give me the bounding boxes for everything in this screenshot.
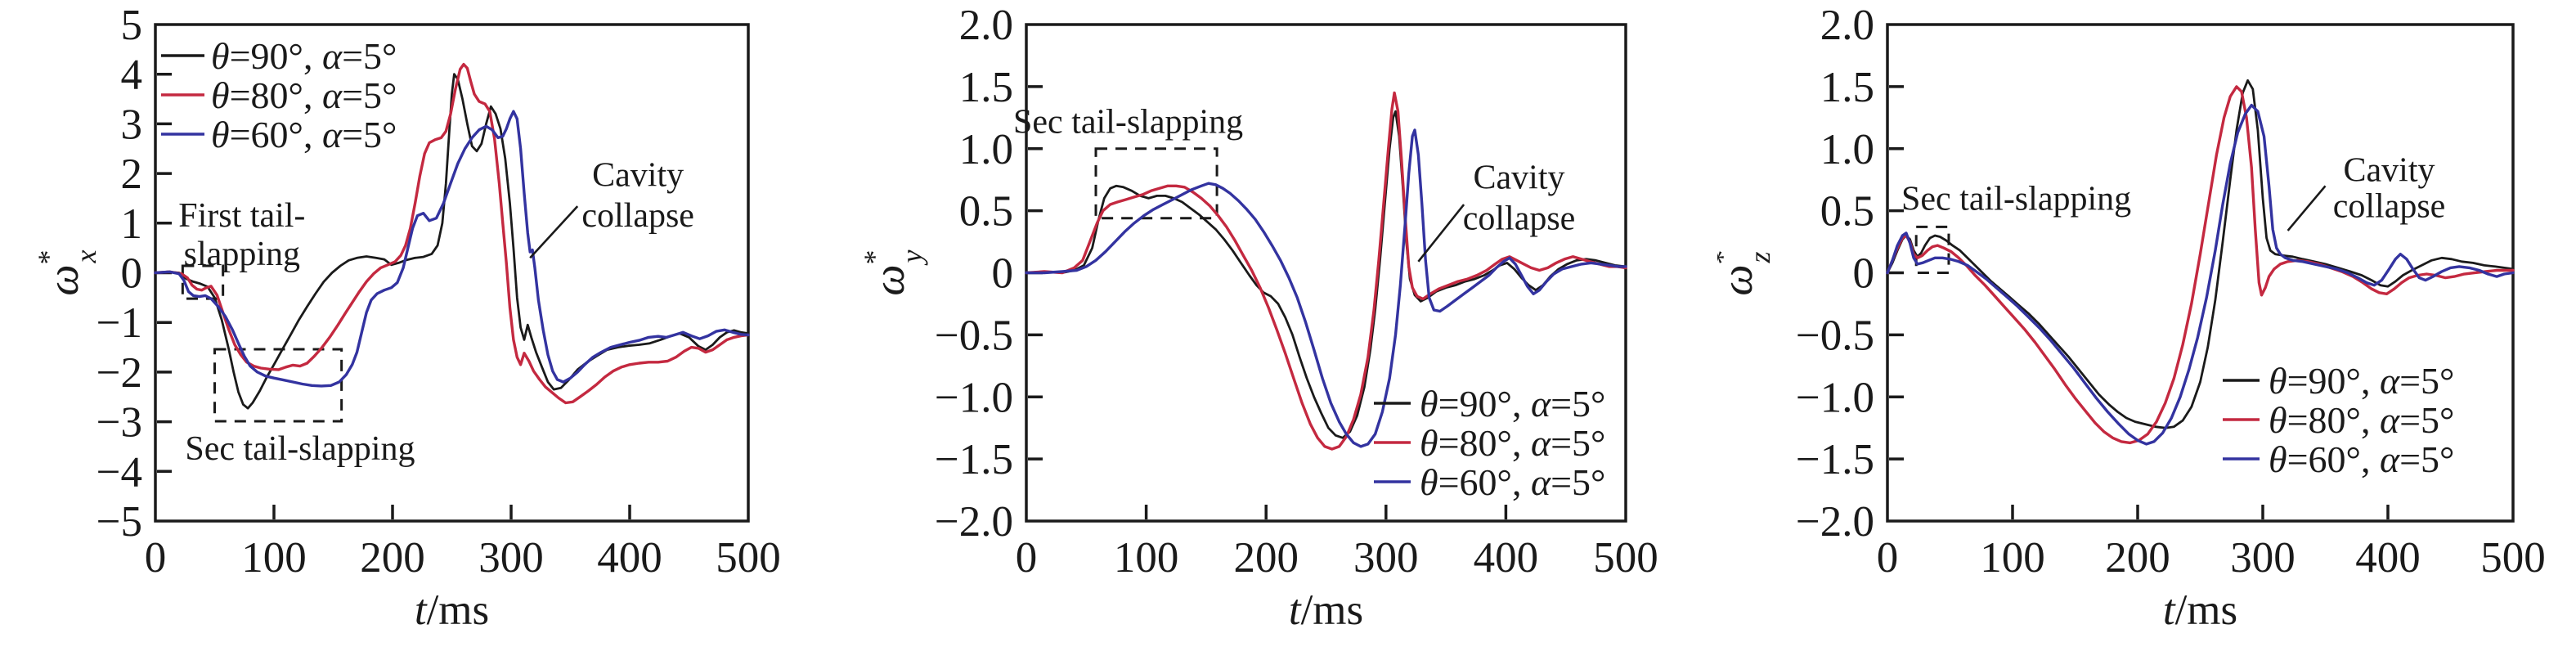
legend-label-theta-90: θ=90°, α=5° bbox=[1420, 383, 1605, 425]
y-tick-label: 0.5 bbox=[1820, 188, 1874, 236]
tail-slapping-dashed-box bbox=[181, 264, 225, 300]
series-line-theta-90 bbox=[1886, 79, 2515, 429]
y-tick-label: −4 bbox=[96, 448, 142, 496]
x-tick-label: 500 bbox=[2480, 534, 2546, 582]
cavity-collapse-leader-line bbox=[2287, 185, 2327, 231]
annotation-text: Cavity bbox=[1474, 160, 1565, 197]
y-tick-label: 4 bbox=[121, 52, 143, 99]
y-tick-label: 5 bbox=[121, 2, 143, 49]
annotation-text: Cavity bbox=[2344, 152, 2435, 190]
y-tick-label: 3 bbox=[121, 101, 143, 148]
y-tick-label: −0.5 bbox=[935, 312, 1013, 359]
y-tick-label: 0 bbox=[121, 250, 143, 298]
chart-background bbox=[1717, 0, 2576, 647]
annotation-text: Sec tail-slapping bbox=[185, 430, 415, 468]
legend-label-theta-80: θ=80°, α=5° bbox=[211, 74, 397, 116]
x-tick-label: 0 bbox=[145, 534, 167, 582]
y-tick-label: −3 bbox=[96, 399, 142, 447]
x-axis-label: t/ms bbox=[1289, 586, 1363, 634]
legend-label-theta-90: θ=90°, α=5° bbox=[2269, 360, 2454, 402]
y-axis-label: ω*z bbox=[1717, 249, 1776, 295]
x-tick-label: 100 bbox=[1980, 534, 2045, 582]
cavity-collapse-leader-line bbox=[529, 205, 579, 259]
x-tick-label: 200 bbox=[360, 534, 425, 582]
y-tick-label: −0.5 bbox=[1796, 312, 1874, 359]
x-tick-label: 300 bbox=[2230, 534, 2296, 582]
legend-label-theta-80: θ=80°, α=5° bbox=[1420, 422, 1605, 464]
annotation-text: First tail- bbox=[178, 197, 305, 235]
annotation-text: Sec tail-slapping bbox=[1013, 103, 1243, 141]
series-line-theta-60 bbox=[1886, 103, 2515, 446]
y-tick-label: 0 bbox=[1853, 250, 1875, 298]
tail-slapping-dashed-box bbox=[1094, 147, 1218, 220]
y-axis-label: ω* x bbox=[32, 249, 102, 295]
y-tick-label: 1.0 bbox=[959, 126, 1013, 173]
y-tick-label: −2.0 bbox=[1796, 498, 1874, 546]
chart-background bbox=[0, 0, 859, 647]
y-tick-label: −1.0 bbox=[935, 374, 1013, 421]
legend-label-theta-90: θ=90°, α=5° bbox=[211, 35, 397, 77]
x-tick-label: 500 bbox=[716, 534, 781, 582]
x-tick-label: 300 bbox=[478, 534, 544, 582]
x-tick-label: 400 bbox=[597, 534, 662, 582]
y-tick-label: 1.5 bbox=[959, 64, 1013, 111]
x-tick-label: 100 bbox=[1114, 534, 1179, 582]
y-tick-label: −2.0 bbox=[935, 498, 1013, 546]
y-tick-label: 1.0 bbox=[1820, 126, 1874, 173]
annotation-text: Cavity bbox=[592, 156, 684, 194]
series-line-theta-80 bbox=[1025, 91, 1627, 451]
cavity-collapse-leader-line bbox=[1417, 204, 1465, 263]
annotation-text: collapse bbox=[1463, 200, 1576, 238]
y-tick-label: 2.0 bbox=[1820, 2, 1874, 49]
x-tick-label: 200 bbox=[2105, 534, 2170, 582]
y-tick-label: −1.0 bbox=[1796, 374, 1874, 421]
y-tick-label: −2 bbox=[96, 349, 142, 397]
y-tick-label: 2 bbox=[121, 151, 143, 198]
chart-panel-omega-z: 0 100 200 300 400 500 2.0 1.5 1.0 0.5 0 −0.5 −1.0 −1.… bbox=[1717, 0, 2576, 647]
series-line-theta-80 bbox=[1886, 85, 2515, 445]
series-line-theta-60 bbox=[154, 110, 750, 388]
legend-label-theta-60: θ=60°, α=5° bbox=[2269, 438, 2454, 480]
legend-label-theta-60: θ=60°, α=5° bbox=[1420, 461, 1605, 503]
x-tick-label: 500 bbox=[1593, 534, 1658, 582]
y-tick-label: 0.5 bbox=[959, 188, 1013, 236]
series-line-theta-80 bbox=[154, 62, 750, 405]
annotation-text: collapse bbox=[581, 197, 694, 235]
annotation-text: Sec tail-slapping bbox=[1901, 180, 2131, 218]
series-line-theta-90 bbox=[1025, 110, 1627, 439]
legend-label-theta-60: θ=60°, α=5° bbox=[211, 114, 397, 155]
x-tick-label: 0 bbox=[1877, 534, 1899, 582]
y-tick-label: 1 bbox=[121, 200, 143, 248]
chart-panel-omega-y: 0 100 200 300 400 500 2.0 1.5 1.0 0.5 0 −0.5 −1.0 −1.… bbox=[859, 0, 1717, 647]
x-tick-label: 0 bbox=[1016, 534, 1038, 582]
annotation-text: collapse bbox=[2333, 188, 2446, 226]
x-tick-label: 400 bbox=[2355, 534, 2421, 582]
y-tick-label: 0 bbox=[992, 250, 1014, 298]
legend-label-theta-80: θ=80°, α=5° bbox=[2269, 399, 2454, 441]
x-tick-label: 200 bbox=[1233, 534, 1299, 582]
y-tick-label: −1.5 bbox=[935, 436, 1013, 483]
annotation-text: slapping bbox=[184, 236, 300, 273]
y-tick-label: −5 bbox=[96, 498, 142, 546]
x-tick-label: 300 bbox=[1353, 534, 1419, 582]
series-line-theta-60 bbox=[1025, 128, 1627, 448]
y-tick-label: 1.5 bbox=[1820, 64, 1874, 111]
y-tick-label: −1 bbox=[96, 299, 142, 347]
x-axis-label: t/ms bbox=[415, 586, 489, 634]
x-axis-label: t/ms bbox=[2163, 586, 2237, 634]
x-tick-label: 100 bbox=[241, 534, 307, 582]
y-axis-label: ω* y bbox=[859, 249, 928, 295]
tail-slapping-dashed-box bbox=[213, 348, 343, 423]
x-tick-label: 400 bbox=[1474, 534, 1539, 582]
y-tick-label: 2.0 bbox=[959, 2, 1013, 49]
y-tick-label: −1.5 bbox=[1796, 436, 1874, 483]
